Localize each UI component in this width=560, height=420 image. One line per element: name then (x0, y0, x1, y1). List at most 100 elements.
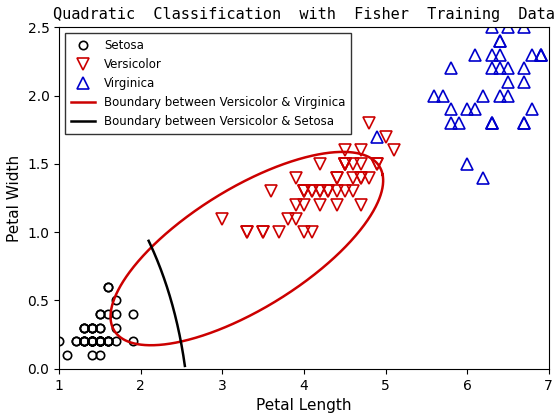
Setosa (129, 312, 136, 317)
Virginica (456, 121, 463, 126)
Virginica (447, 66, 454, 71)
Versicolor (342, 189, 348, 194)
Virginica (480, 93, 487, 98)
Virginica (488, 25, 495, 30)
Virginica (521, 79, 528, 84)
Boundary between Versicolor & Virginica (379, 172, 386, 177)
Title: Quadratic  Classification  with  Fisher  Training  Data: Quadratic Classification with Fisher Tra… (53, 7, 555, 22)
Versicolor (374, 161, 381, 166)
Virginica (496, 52, 503, 57)
Setosa (113, 312, 120, 317)
Setosa (80, 325, 87, 330)
Virginica (464, 107, 470, 112)
Setosa (105, 339, 111, 344)
Legend: Setosa, Versicolor, Virginica, Boundary between Versicolor & Virginica, Boundary: Setosa, Versicolor, Virginica, Boundary … (65, 33, 351, 134)
Setosa (88, 325, 95, 330)
Boundary between Versicolor & Setosa (181, 363, 188, 368)
Setosa (88, 325, 95, 330)
Line: Virginica: Virginica (372, 22, 560, 183)
Setosa (113, 339, 120, 344)
Boundary between Versicolor & Setosa (153, 256, 160, 261)
Versicolor (301, 189, 307, 194)
Setosa (88, 339, 95, 344)
Setosa (105, 339, 111, 344)
Setosa (80, 339, 87, 344)
Setosa (88, 353, 95, 358)
Versicolor (317, 189, 324, 194)
Boundary between Versicolor & Virginica (124, 272, 131, 277)
Setosa (64, 353, 71, 358)
Versicolor (301, 189, 307, 194)
Boundary between Versicolor & Virginica (282, 292, 289, 297)
Setosa (97, 339, 104, 344)
Virginica (496, 93, 503, 98)
Boundary between Versicolor & Setosa (164, 286, 171, 291)
Virginica (447, 121, 454, 126)
Setosa (97, 325, 104, 330)
Versicolor (260, 230, 267, 235)
Virginica (496, 38, 503, 43)
Virginica (464, 161, 470, 166)
Setosa (88, 339, 95, 344)
Setosa (80, 325, 87, 330)
Boundary between Versicolor & Virginica (297, 283, 304, 288)
Setosa (88, 339, 95, 344)
Setosa (88, 339, 95, 344)
Setosa (88, 325, 95, 330)
Setosa (97, 339, 104, 344)
Virginica (505, 93, 511, 98)
Versicolor (309, 189, 315, 194)
Versicolor (317, 189, 324, 194)
Versicolor (333, 189, 340, 194)
Versicolor (342, 161, 348, 166)
Versicolor (292, 216, 299, 221)
Versicolor (292, 202, 299, 207)
Versicolor (342, 148, 348, 153)
Boundary between Versicolor & Setosa (150, 249, 157, 254)
Virginica (447, 107, 454, 112)
Virginica (374, 134, 381, 139)
Versicolor (284, 216, 291, 221)
Virginica (529, 52, 536, 57)
Virginica (529, 107, 536, 112)
Versicolor (333, 175, 340, 180)
Boundary between Versicolor & Virginica (204, 332, 211, 337)
Versicolor (358, 175, 365, 180)
Virginica (488, 52, 495, 57)
Setosa (97, 325, 104, 330)
Versicolor (317, 161, 324, 166)
Virginica (472, 52, 479, 57)
Setosa (113, 298, 120, 303)
Versicolor (382, 134, 389, 139)
Setosa (113, 325, 120, 330)
Setosa (72, 339, 79, 344)
Setosa (97, 339, 104, 344)
Setosa (56, 339, 63, 344)
Versicolor (301, 230, 307, 235)
Versicolor (333, 202, 340, 207)
Versicolor (333, 175, 340, 180)
Setosa (97, 312, 104, 317)
Setosa (80, 339, 87, 344)
Boundary between Versicolor & Virginica (148, 343, 155, 348)
Setosa (105, 284, 111, 289)
Virginica (488, 121, 495, 126)
Setosa (88, 339, 95, 344)
Versicolor (292, 175, 299, 180)
Virginica (488, 121, 495, 126)
Versicolor (309, 189, 315, 194)
Versicolor (309, 230, 315, 235)
Setosa (72, 339, 79, 344)
Virginica (537, 52, 544, 57)
Versicolor (349, 175, 356, 180)
Versicolor (358, 175, 365, 180)
Versicolor (268, 189, 275, 194)
Virginica (439, 93, 446, 98)
X-axis label: Petal Length: Petal Length (256, 398, 352, 413)
Virginica (472, 107, 479, 112)
Versicolor (276, 230, 283, 235)
Line: Setosa: Setosa (55, 283, 137, 359)
Y-axis label: Petal Width: Petal Width (7, 155, 22, 242)
Virginica (537, 52, 544, 57)
Setosa (80, 339, 87, 344)
